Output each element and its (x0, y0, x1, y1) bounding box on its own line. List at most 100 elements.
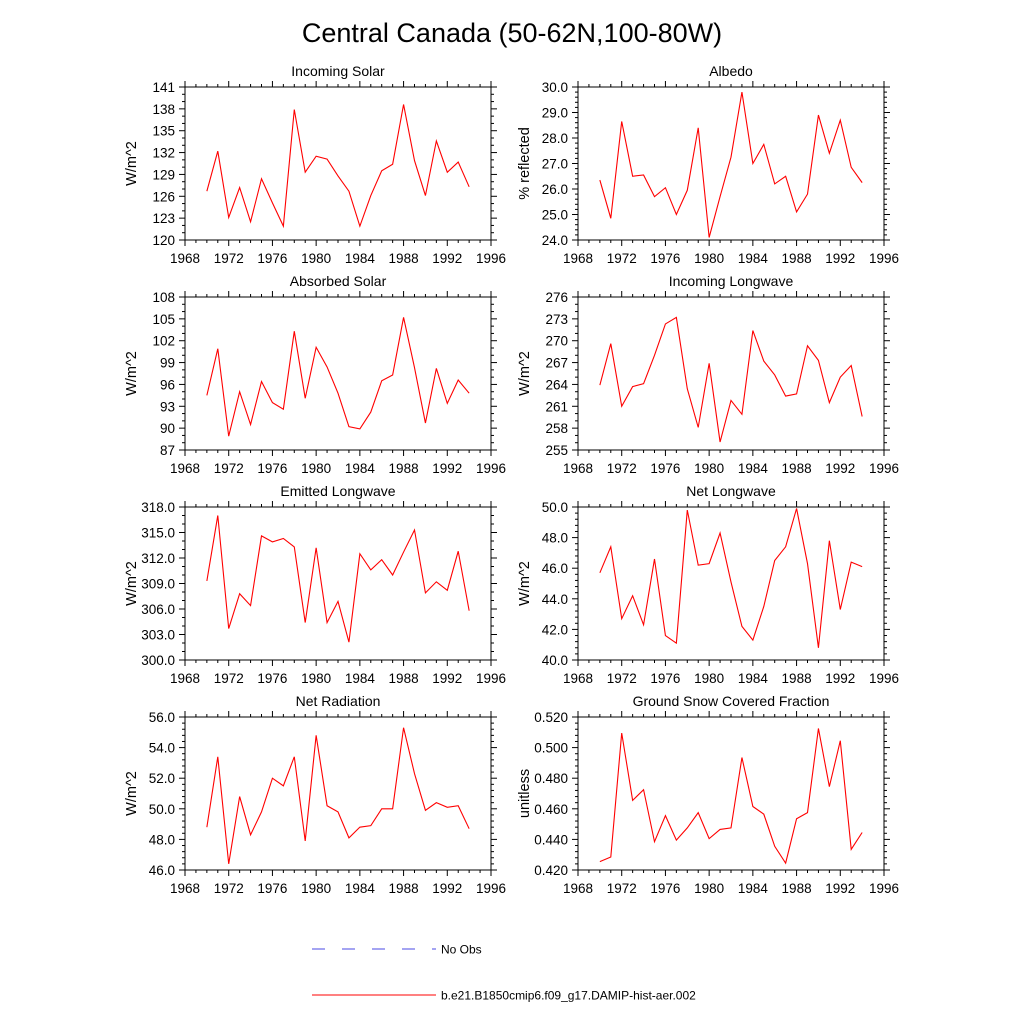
x-tick-label: 1980 (301, 461, 331, 476)
x-tick-label: 1984 (345, 671, 376, 686)
y-tick-label: 309.0 (141, 577, 175, 592)
x-tick-label: 1984 (345, 881, 376, 896)
x-tick-label: 1984 (738, 671, 769, 686)
y-tick-label: 30.0 (542, 80, 568, 95)
legend-model-label: b.e21.B1850cmip6.f09_g17.DAMIP-hist-aer.… (441, 989, 696, 1003)
x-tick-label: 1976 (257, 881, 287, 896)
y-tick-label: 270 (545, 334, 568, 349)
y-tick-label: 0.460 (534, 802, 568, 817)
y-tick-label: 42.0 (542, 622, 568, 637)
series-line (599, 508, 863, 648)
x-tick-label: 1992 (432, 671, 462, 686)
y-tick-label: 46.0 (542, 561, 568, 576)
y-tick-label: 50.0 (149, 802, 175, 817)
x-tick-label: 1972 (214, 881, 244, 896)
y-tick-label: 0.420 (534, 863, 568, 878)
x-tick-label: 1980 (694, 881, 724, 896)
y-tick-label: 0.520 (534, 710, 568, 725)
panel-title: Incoming Solar (291, 63, 385, 79)
y-tick-label: 25.0 (542, 208, 568, 223)
y-tick-label: 0.500 (534, 741, 568, 756)
y-tick-label: 306.0 (141, 602, 175, 617)
y-axis-label: W/m^2 (124, 561, 140, 606)
x-tick-label: 1972 (214, 671, 244, 686)
panel-incoming-longwave: Incoming Longwave W/m^2 1968 1972 1976 1980 19… (517, 273, 899, 476)
panel-incoming-solar: Incoming Solar W/m^2 1968 1972 1976 1980 1984 1… (124, 63, 506, 266)
x-tick-label: 1980 (694, 671, 724, 686)
x-tick-label: 1996 (476, 461, 506, 476)
y-tick-label: 40.0 (542, 653, 568, 668)
x-tick-label: 1972 (607, 461, 637, 476)
panel-emitted-longwave: Emitted Longwave W/m^2 1968 1972 1976 1980 198… (124, 483, 506, 686)
x-tick-label: 1996 (476, 881, 506, 896)
x-tick-label: 1984 (345, 251, 376, 266)
y-tick-label: 126 (152, 189, 175, 204)
y-tick-label: 24.0 (542, 233, 568, 248)
y-tick-label: 303.0 (141, 628, 175, 643)
figure-title: Central Canada (50-62N,100-80W) (302, 18, 722, 48)
y-tick-label: 276 (545, 290, 568, 305)
y-tick-label: 129 (152, 167, 175, 182)
panel-title: Albedo (709, 63, 753, 79)
x-tick-label: 1980 (301, 881, 331, 896)
x-tick-label: 1984 (738, 881, 769, 896)
x-tick-label: 1996 (869, 671, 899, 686)
y-tick-label: 123 (152, 211, 175, 226)
y-axis-label: W/m^2 (124, 771, 140, 816)
x-tick-label: 1968 (170, 251, 200, 266)
y-tick-label: 135 (152, 124, 175, 139)
x-tick-label: 1976 (257, 461, 287, 476)
x-tick-label: 1968 (563, 251, 593, 266)
x-tick-label: 1968 (170, 671, 200, 686)
x-tick-label: 1992 (432, 881, 462, 896)
y-tick-label: 264 (545, 377, 568, 392)
y-tick-label: 26.0 (542, 182, 568, 197)
y-tick-label: 273 (545, 312, 568, 327)
y-tick-label: 312.0 (141, 551, 175, 566)
x-tick-label: 1976 (650, 461, 680, 476)
y-tick-label: 108 (152, 290, 175, 305)
y-tick-label: 50.0 (542, 500, 568, 515)
x-tick-label: 1996 (869, 251, 899, 266)
x-tick-label: 1968 (563, 461, 593, 476)
panel-net-radiation: Net Radiation W/m^2 1968 1972 1976 1980 1984 19… (124, 693, 506, 896)
y-tick-label: 96 (160, 377, 175, 392)
panels-group: Incoming Solar W/m^2 1968 1972 1976 1980 1984 1… (124, 63, 899, 896)
x-tick-label: 1972 (607, 251, 637, 266)
panel-title: Incoming Longwave (669, 273, 794, 289)
y-axis-label: W/m^2 (517, 561, 533, 606)
y-axis-label: W/m^2 (124, 351, 140, 396)
x-tick-label: 1988 (389, 461, 419, 476)
series-line (599, 728, 863, 865)
y-axis-label: W/m^2 (124, 141, 140, 186)
x-tick-label: 1992 (432, 461, 462, 476)
plot-frame (577, 86, 885, 241)
x-tick-label: 1976 (650, 251, 680, 266)
y-tick-label: 54.0 (149, 741, 175, 756)
x-tick-label: 1988 (782, 251, 812, 266)
y-tick-label: 315.0 (141, 526, 175, 541)
x-tick-label: 1996 (476, 251, 506, 266)
panel-albedo: Albedo % reflected 1968 1972 1976 1980 1984 198… (517, 63, 899, 266)
x-tick-label: 1980 (694, 251, 724, 266)
x-tick-label: 1992 (825, 251, 855, 266)
y-tick-label: 141 (152, 80, 175, 95)
x-tick-label: 1984 (738, 251, 769, 266)
y-tick-label: 56.0 (149, 710, 175, 725)
x-tick-label: 1968 (563, 881, 593, 896)
legend: No Obs b.e21.B1850cmip6.f09_g17.DAMIP-hi… (312, 943, 696, 1003)
y-tick-label: 0.480 (534, 771, 568, 786)
y-tick-label: 44.0 (542, 592, 568, 607)
x-tick-label: 1972 (607, 881, 637, 896)
panel-title: Net Radiation (296, 693, 381, 709)
y-tick-label: 261 (545, 399, 568, 414)
x-tick-label: 1984 (345, 461, 376, 476)
panel-title: Ground Snow Covered Fraction (633, 693, 830, 709)
series-line (599, 316, 863, 443)
y-tick-label: 0.440 (534, 832, 568, 847)
y-tick-label: 48.0 (149, 832, 175, 847)
y-tick-label: 46.0 (149, 863, 175, 878)
x-tick-label: 1996 (476, 671, 506, 686)
y-tick-label: 300.0 (141, 653, 175, 668)
